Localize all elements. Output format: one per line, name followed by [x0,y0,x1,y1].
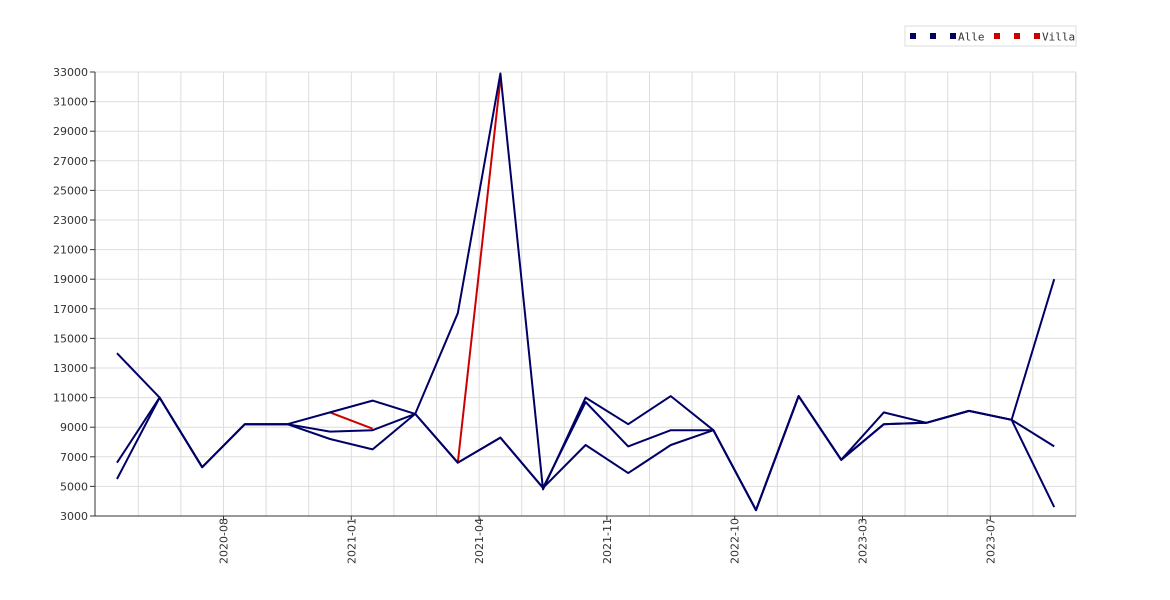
x-tick-label: 2021-01 [345,518,358,564]
grid [95,71,1077,517]
y-tick-label: 31000 [53,96,88,109]
y-tick-label: 29000 [53,125,88,138]
legend-label: Villa [1042,31,1075,44]
legend-swatch [930,33,936,39]
y-tick-label: 33000 [53,66,88,79]
series-line-0 [329,411,373,430]
y-tick-label: 7000 [60,451,88,464]
legend-box [904,25,1077,47]
series-line-0 [456,79,502,463]
legend-swatch [1014,33,1020,39]
legend-swatch [994,33,1000,39]
y-tick-label: 23000 [53,214,88,227]
y-tick-label: 3000 [60,510,88,523]
x-tick-label: 2020-08 [218,518,231,564]
y-tick-label: 17000 [53,303,88,316]
y-tick-label: 27000 [53,155,88,168]
x-tick-label: 2023-03 [857,518,870,564]
y-tick-label: 5000 [60,480,88,493]
series-group [116,72,1056,512]
series-line-3 [116,72,1056,512]
legend-swatch [910,33,916,39]
x-tick-label: 2021-04 [473,518,486,564]
y-tick-label: 9000 [60,421,88,434]
y-tick-label: 21000 [53,244,88,257]
legend-swatch [950,33,956,39]
x-tick-label: 2021-11 [601,518,614,564]
y-tick-label: 15000 [53,332,88,345]
x-tick-label: 2022-10 [729,518,742,564]
legend-swatch [1034,33,1040,39]
y-tick-label: 19000 [53,273,88,286]
x-tick-label: 2023-07 [984,518,997,564]
axes: 3000 5000 7000 9000 11000 13000 15000 17000 1900… [53,66,1076,564]
y-tick-label: 11000 [53,392,88,405]
legend: Alle Villa [904,25,1077,47]
y-tick-label: 25000 [53,184,88,197]
y-tick-label: 13000 [53,362,88,375]
legend-label: Alle [958,31,985,44]
